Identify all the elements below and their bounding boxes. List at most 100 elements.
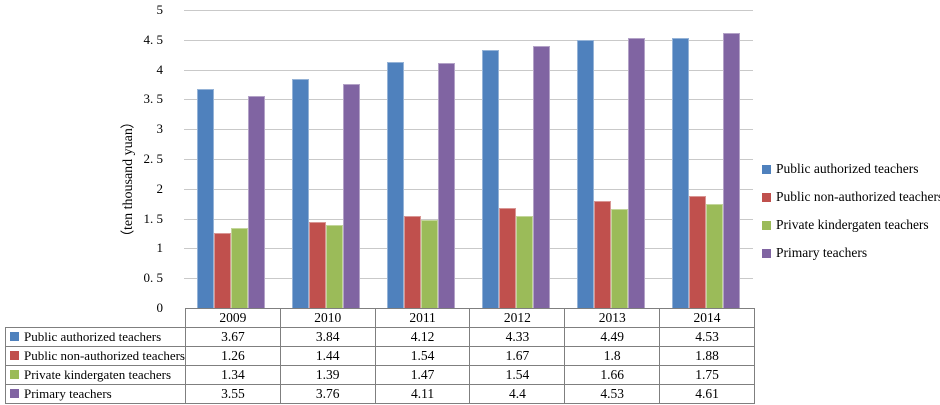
table-value-cell: 1.47 <box>374 365 471 385</box>
table-value-cell: 4.33 <box>469 327 566 347</box>
plot-area <box>184 10 753 308</box>
gridline <box>184 39 753 41</box>
gridline <box>184 99 753 101</box>
bar-public-non-authorized-teachers-2012 <box>498 208 516 308</box>
legend-label: Private kindergaten teachers <box>776 217 929 232</box>
bar-private-kindergaten-teachers-2010 <box>326 225 344 308</box>
bar-primary-teachers-2009 <box>248 96 266 308</box>
gridline <box>184 159 753 160</box>
bar-public-authorized-teachers-2011 <box>387 62 405 308</box>
table-value-cell: 1.39 <box>279 365 376 385</box>
bar-primary-teachers-2014 <box>722 33 740 308</box>
table-value-cell: 3.84 <box>279 327 376 347</box>
series-swatch-icon <box>10 332 19 341</box>
gridline <box>184 129 753 131</box>
table-value-cell: 1.26 <box>185 346 281 366</box>
bar-private-kindergaten-teachers-2014 <box>705 203 723 308</box>
table-value-cell: 1.54 <box>469 365 566 385</box>
legend-item-public-non-authorized-teachers: Public non-authorized teachers <box>762 189 940 205</box>
series-swatch-icon <box>10 389 19 398</box>
table-value-cell: 1.54 <box>374 346 471 366</box>
table-row-label: Private kindergaten teachers <box>5 365 186 385</box>
bar-public-authorized-teachers-2009 <box>197 89 215 308</box>
table-value-cell: 1.8 <box>564 346 661 366</box>
bar-public-non-authorized-teachers-2013 <box>593 200 611 308</box>
table-year-header: 2009 <box>185 308 281 328</box>
table-year-header: 2014 <box>659 308 755 328</box>
table-year-header: 2013 <box>564 308 661 328</box>
legend-label: Public non-authorized teachers <box>776 189 940 204</box>
table-value-cell: 3.76 <box>279 384 376 404</box>
legend-label: Public authorized teachers <box>776 161 919 176</box>
bar-public-authorized-teachers-2010 <box>292 79 310 308</box>
legend-swatch <box>762 192 771 202</box>
bar-public-authorized-teachers-2013 <box>576 40 594 308</box>
bar-public-non-authorized-teachers-2011 <box>404 216 422 308</box>
y-tick-label: 1 <box>156 240 164 256</box>
legend-item-primary-teachers: Primary teachers <box>762 245 940 261</box>
table-value-cell: 4.61 <box>659 384 755 404</box>
legend-swatch <box>762 248 771 258</box>
table-row-private-kindergaten-teachers: Private kindergaten teachers 1.34 1.39 1.47… <box>5 365 755 385</box>
table-value-cell: 1.75 <box>659 365 755 385</box>
y-tick-label: 2. 5 <box>143 151 164 166</box>
table-value-cell: 3.67 <box>185 327 281 347</box>
bar-public-authorized-teachers-2012 <box>481 49 499 308</box>
table-row-public-non-authorized-teachers: Public non-authorized teachers 1.26 1.44 1.… <box>5 346 755 366</box>
y-tick-label: 2 <box>156 180 164 196</box>
table-value-cell: 4.4 <box>469 384 566 404</box>
gridline <box>184 69 753 71</box>
table-value-cell: 4.53 <box>659 327 755 347</box>
gridline <box>184 248 753 250</box>
table-value-cell: 1.67 <box>469 346 566 366</box>
bar-primary-teachers-2011 <box>438 63 456 308</box>
table-value-cell: 1.44 <box>279 346 376 366</box>
bar-private-kindergaten-teachers-2011 <box>421 220 439 308</box>
series-swatch-icon <box>10 351 19 360</box>
gridline <box>184 278 753 280</box>
gridline <box>184 218 753 220</box>
table-value-cell: 4.12 <box>374 327 471 347</box>
table-value-cell: 4.49 <box>564 327 661 347</box>
y-tick-label: 4 <box>156 61 164 77</box>
y-tick-label: 0. 5 <box>143 270 164 286</box>
bar-primary-teachers-2010 <box>343 83 361 308</box>
table-row-primary-teachers: Primary teachers 3.55 3.76 4.11 4.4 4.53 4.61 <box>5 384 755 404</box>
table-value-cell: 4.53 <box>564 384 661 404</box>
table-row-label: Primary teachers <box>5 384 186 404</box>
bar-private-kindergaten-teachers-2013 <box>610 209 628 308</box>
table-header-row: 2009 2010 2011 2012 2013 2014 <box>6 308 755 328</box>
table-corner-cell <box>6 309 186 328</box>
table-value-cell: 1.66 <box>564 365 661 385</box>
table-year-header: 2012 <box>469 308 566 328</box>
legend-label: Primary teachers <box>776 245 868 260</box>
y-tick-label: 1. 5 <box>143 210 164 226</box>
legend-swatch <box>762 164 771 174</box>
bar-primary-teachers-2012 <box>532 45 550 308</box>
bar-public-non-authorized-teachers-2014 <box>688 195 706 308</box>
bar-primary-teachers-2013 <box>627 38 645 308</box>
bar-private-kindergaten-teachers-2009 <box>231 228 249 308</box>
table-value-cell: 1.34 <box>185 365 281 385</box>
gridline <box>184 188 753 190</box>
y-tick-label: 4. 5 <box>143 31 164 47</box>
legend-item-private-kindergaten-teachers: Private kindergaten teachers <box>762 217 940 233</box>
legend: Public authorized teachers Public non-aut… <box>762 161 940 273</box>
bar-public-non-authorized-teachers-2009 <box>214 232 232 308</box>
legend-swatch <box>762 220 771 230</box>
table-value-cell: 3.55 <box>185 384 281 404</box>
y-tick-label: 3. 5 <box>143 91 164 107</box>
series-swatch-icon <box>10 370 19 379</box>
legend-item-public-authorized-teachers: Public authorized teachers <box>762 161 940 177</box>
data-table: 2009 2010 2011 2012 2013 2014 Public authorize… <box>5 308 755 404</box>
bar-private-kindergaten-teachers-2012 <box>515 216 533 308</box>
table-value-cell: 1.88 <box>659 346 755 366</box>
y-tick-label: 3 <box>156 121 164 137</box>
bar-public-authorized-teachers-2014 <box>671 38 689 308</box>
table-row-public-authorized-teachers: Public authorized teachers 3.67 3.84 4.12 4.… <box>5 327 755 347</box>
table-year-header: 2010 <box>279 308 376 328</box>
y-tick-label: 0 <box>156 300 164 315</box>
bar-public-non-authorized-teachers-2010 <box>309 222 327 308</box>
table-row-label: Public authorized teachers <box>5 327 186 347</box>
